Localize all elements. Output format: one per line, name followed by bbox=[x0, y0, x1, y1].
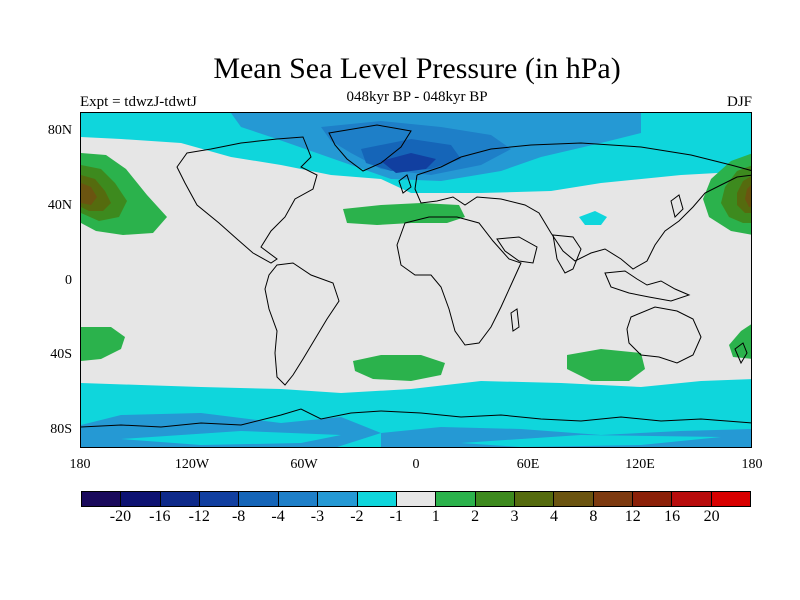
south-pacific-high-left bbox=[81, 327, 125, 361]
color-bar-label: -4 bbox=[271, 508, 285, 525]
coastlines bbox=[81, 124, 751, 428]
coast-arabia bbox=[496, 236, 538, 264]
color-bar-label: 4 bbox=[549, 508, 558, 525]
y-tick-80s: 80S bbox=[50, 422, 72, 437]
color-bar-segment bbox=[672, 492, 712, 506]
color-bar-segment bbox=[239, 492, 279, 506]
x-tick-60e: 60E bbox=[516, 457, 540, 472]
coast-south-america bbox=[264, 262, 340, 386]
asia-cyan-patch bbox=[579, 211, 607, 225]
y-tick-40s: 40S bbox=[50, 347, 72, 362]
color-bar-label: 3 bbox=[510, 508, 519, 525]
color-bar-segment bbox=[554, 492, 594, 506]
color-bar-segment bbox=[475, 492, 515, 506]
color-bar-label: 16 bbox=[664, 508, 681, 525]
color-bar-segment bbox=[711, 492, 751, 506]
color-bar-label: 12 bbox=[624, 508, 641, 525]
mediterranean-high bbox=[343, 203, 465, 225]
y-tick-40n: 40N bbox=[47, 198, 72, 213]
color-bar-segment bbox=[396, 492, 437, 506]
color-bar-label: 1 bbox=[431, 508, 440, 525]
color-bar-segment bbox=[633, 492, 673, 506]
color-bar bbox=[81, 491, 751, 507]
color-bar-label: 2 bbox=[471, 508, 480, 525]
x-tick-60w: 60W bbox=[290, 457, 318, 472]
x-tick-180-right: 180 bbox=[741, 457, 763, 472]
coast-new-zealand bbox=[734, 342, 748, 365]
x-tick-180-left: 180 bbox=[69, 457, 91, 472]
south-atlantic-high bbox=[353, 355, 445, 381]
coast-north-america bbox=[176, 136, 318, 264]
season-label: DJF bbox=[726, 94, 752, 110]
color-bar-segment bbox=[278, 492, 319, 506]
color-bar-label: -20 bbox=[109, 508, 132, 525]
coast-se-asia bbox=[604, 270, 691, 302]
color-bar-label: -16 bbox=[149, 508, 171, 525]
color-bar-label: 8 bbox=[589, 508, 598, 525]
color-bar-segment bbox=[160, 492, 201, 506]
map-svg bbox=[81, 113, 751, 447]
color-bar-segment bbox=[82, 492, 122, 506]
x-tick-0: 0 bbox=[412, 457, 420, 472]
coast-eurasia bbox=[414, 142, 751, 270]
coast-india bbox=[552, 234, 582, 274]
color-bar-label: -1 bbox=[389, 508, 403, 525]
pressure-map bbox=[80, 112, 752, 448]
coast-madagascar bbox=[510, 308, 520, 332]
coast-japan bbox=[670, 194, 684, 218]
experiment-label: Expt = tdwzJ-tdwtJ bbox=[80, 94, 197, 110]
map-title: Mean Sea Level Pressure (in hPa) bbox=[213, 52, 621, 85]
color-bar-label: 20 bbox=[703, 508, 720, 525]
color-bar-segment bbox=[514, 492, 555, 506]
coast-uk bbox=[398, 174, 412, 194]
color-bar-label: -2 bbox=[350, 508, 364, 525]
x-tick-120w: 120W bbox=[174, 457, 210, 472]
color-bar-segment bbox=[357, 492, 397, 506]
indian-ocean-high bbox=[567, 349, 645, 381]
coast-antarctica bbox=[81, 408, 751, 428]
coast-africa bbox=[396, 216, 522, 346]
y-tick-0: 0 bbox=[65, 273, 72, 288]
pacific-high-right-4 bbox=[745, 185, 751, 207]
color-bar-label: -8 bbox=[231, 508, 246, 525]
color-bar-segment bbox=[593, 492, 634, 506]
x-tick-120e: 120E bbox=[625, 457, 655, 472]
coast-greenland bbox=[328, 124, 412, 172]
y-tick-80n: 80N bbox=[47, 123, 72, 138]
color-bar-segment bbox=[436, 492, 476, 506]
map-subtitle: 048kyr BP - 048kyr BP bbox=[346, 89, 488, 105]
pacific-high-left-4 bbox=[81, 183, 97, 205]
color-bar-label: -3 bbox=[310, 508, 325, 525]
southern-low-light-band-2 bbox=[461, 435, 721, 447]
coast-australia bbox=[626, 306, 702, 364]
color-bar-label: -12 bbox=[188, 508, 210, 525]
color-bar-segment bbox=[121, 492, 161, 506]
color-bar-segment bbox=[318, 492, 358, 506]
color-bar-segment bbox=[200, 492, 240, 506]
southern-low-light-band bbox=[121, 431, 341, 445]
arctic-low-deepest bbox=[381, 153, 436, 173]
